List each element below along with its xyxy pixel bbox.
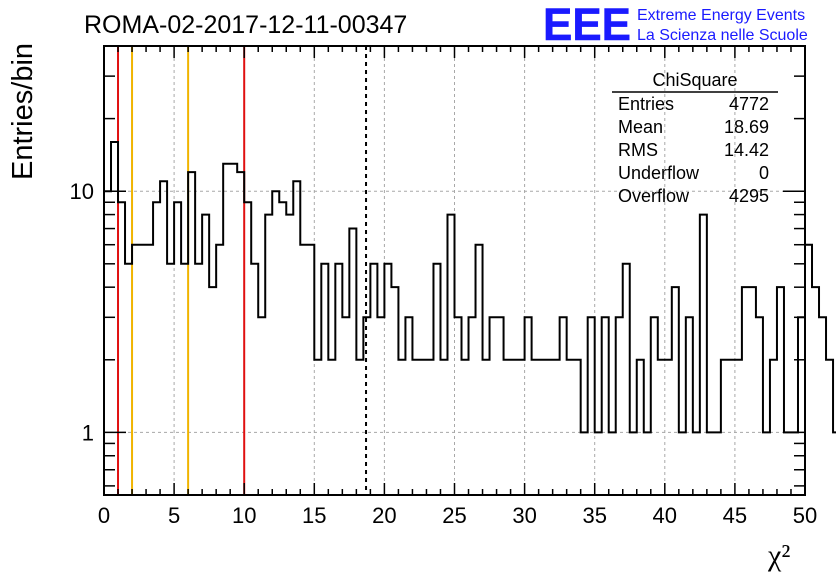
logo-text: EEE <box>543 0 631 50</box>
x-tick-label: 20 <box>372 503 396 528</box>
x-tick-label: 0 <box>98 503 110 528</box>
x-axis-label: χ² <box>767 539 790 572</box>
eee-logo: EEE Extreme Energy Events La Scienza nel… <box>543 0 808 50</box>
stats-label: Overflow <box>618 186 690 206</box>
stats-value: 18.69 <box>724 117 769 137</box>
stats-label: Entries <box>618 94 674 114</box>
stats-title: ChiSquare <box>652 70 737 90</box>
stats-label: RMS <box>618 140 658 160</box>
stats-value: 14.42 <box>724 140 769 160</box>
stats-label: Mean <box>618 117 663 137</box>
x-tick-label: 35 <box>582 503 606 528</box>
y-axis-label: Entries/bin <box>7 43 39 180</box>
x-tick-label: 30 <box>512 503 536 528</box>
stats-value: 0 <box>759 163 769 183</box>
x-tick-label: 50 <box>793 503 817 528</box>
x-tick-label: 10 <box>232 503 256 528</box>
x-tick-label: 45 <box>723 503 747 528</box>
stats-value: 4772 <box>729 94 769 114</box>
chart-title: ROMA-02-2017-12-11-00347 <box>84 11 407 39</box>
axes: 0 5 10 15 20 25 30 35 40 45 50 1 10 <box>70 45 817 528</box>
y-tick-label: 1 <box>82 420 94 445</box>
x-tick-label: 5 <box>168 503 180 528</box>
vertical-markers <box>117 46 368 495</box>
x-tick-label: 40 <box>653 503 677 528</box>
y-tick-label: 10 <box>70 179 94 204</box>
stats-label: Underflow <box>618 163 700 183</box>
stats-value: 4295 <box>729 186 769 206</box>
logo-line2: La Scienza nelle Scuole <box>637 27 808 44</box>
x-tick-label: 25 <box>442 503 466 528</box>
x-tick-label: 15 <box>302 503 326 528</box>
stats-box: ChiSquare Entries 4772 Mean 18.69 RMS 14.42 Un… <box>612 70 778 206</box>
logo-line1: Extreme Energy Events <box>637 7 805 24</box>
histogram-line <box>103 140 836 495</box>
